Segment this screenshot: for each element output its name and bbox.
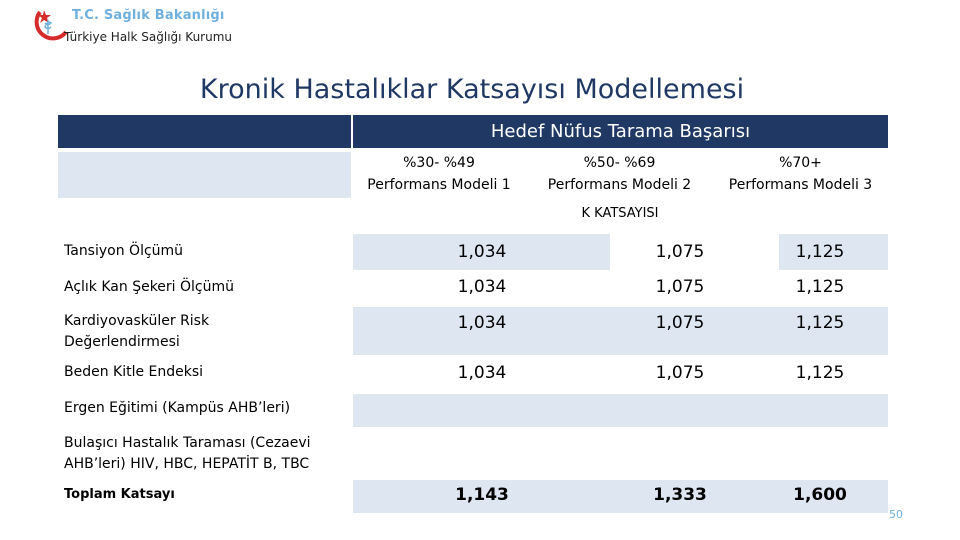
- row-bg-3: [353, 307, 888, 355]
- column-model: Performans Modeli 1: [367, 177, 511, 193]
- value-cell: 1,125: [795, 313, 845, 333]
- column-header-1: %30- %49 Performans Modeli 1: [353, 152, 525, 198]
- column-range: %50- %69: [583, 155, 656, 171]
- row-label-ergen-egitimi: Ergen Eğitimi (Kampüs AHB’leri): [64, 400, 291, 416]
- ministry-logo-icon: [34, 10, 68, 41]
- total-value-cell: 1,143: [455, 485, 509, 505]
- value-cell: 1,075: [655, 313, 705, 333]
- column-header-3: %70+ Performans Modeli 3: [713, 152, 888, 198]
- page-title: Kronik Hastalıklar Katsayısı Modellemesi: [199, 74, 745, 105]
- value-cell: 1,125: [795, 277, 845, 297]
- total-value-cell: 1,333: [653, 485, 707, 505]
- row-label-bulasici: Bulaşıcı Hastalık Taraması (Cezaevi AHB’…: [64, 435, 311, 472]
- column-header-2: %50- %69 Performans Modeli 2: [531, 152, 708, 198]
- column-model: Performans Modeli 3: [728, 177, 873, 193]
- value-cell: 1,075: [655, 363, 705, 383]
- value-cell: 1,034: [457, 242, 507, 262]
- org-subtitle: Türkiye Halk Sağlığı Kurumu: [64, 30, 233, 44]
- value-cell: 1,034: [457, 277, 507, 297]
- row-label-kardiyovaskuler: Kardiyovasküler Risk Değerlendirmesi: [64, 313, 210, 350]
- value-cell: 1,075: [655, 277, 705, 297]
- table-header-empty: [58, 115, 351, 148]
- row-bg-1b: [779, 234, 888, 270]
- page-number: 50: [889, 508, 903, 521]
- value-cell: 1,034: [457, 313, 507, 333]
- row-bg-7: [353, 480, 888, 513]
- row-bg-1a: [353, 234, 610, 270]
- column-model: Performans Modeli 2: [547, 177, 692, 193]
- table-group-header: Hedef Nüfus Tarama Başarısı: [353, 115, 888, 148]
- row-bg-5: [353, 394, 888, 427]
- value-cell: 1,075: [655, 242, 705, 262]
- row-label-toplam: Toplam Katsayı: [64, 487, 175, 502]
- value-cell: 1,125: [795, 363, 845, 383]
- row-label-beden-kitle: Beden Kitle Endeksi: [64, 364, 204, 380]
- row-label-aclik-kan-sekeri: Açlık Kan Şekeri Ölçümü: [64, 279, 235, 295]
- row-label-tansiyon: Tansiyon Ölçümü: [64, 243, 184, 259]
- value-cell: 1,034: [457, 363, 507, 383]
- org-title: T.C. Sağlık Bakanlığı: [72, 8, 225, 23]
- value-cell: 1,125: [795, 242, 845, 262]
- k-coefficient-label: K KATSAYISI: [581, 206, 659, 221]
- column-range: %30- %49: [403, 155, 475, 171]
- header-label-cell: [58, 152, 351, 198]
- column-range: %70+: [779, 155, 822, 171]
- total-value-cell: 1,600: [793, 485, 847, 505]
